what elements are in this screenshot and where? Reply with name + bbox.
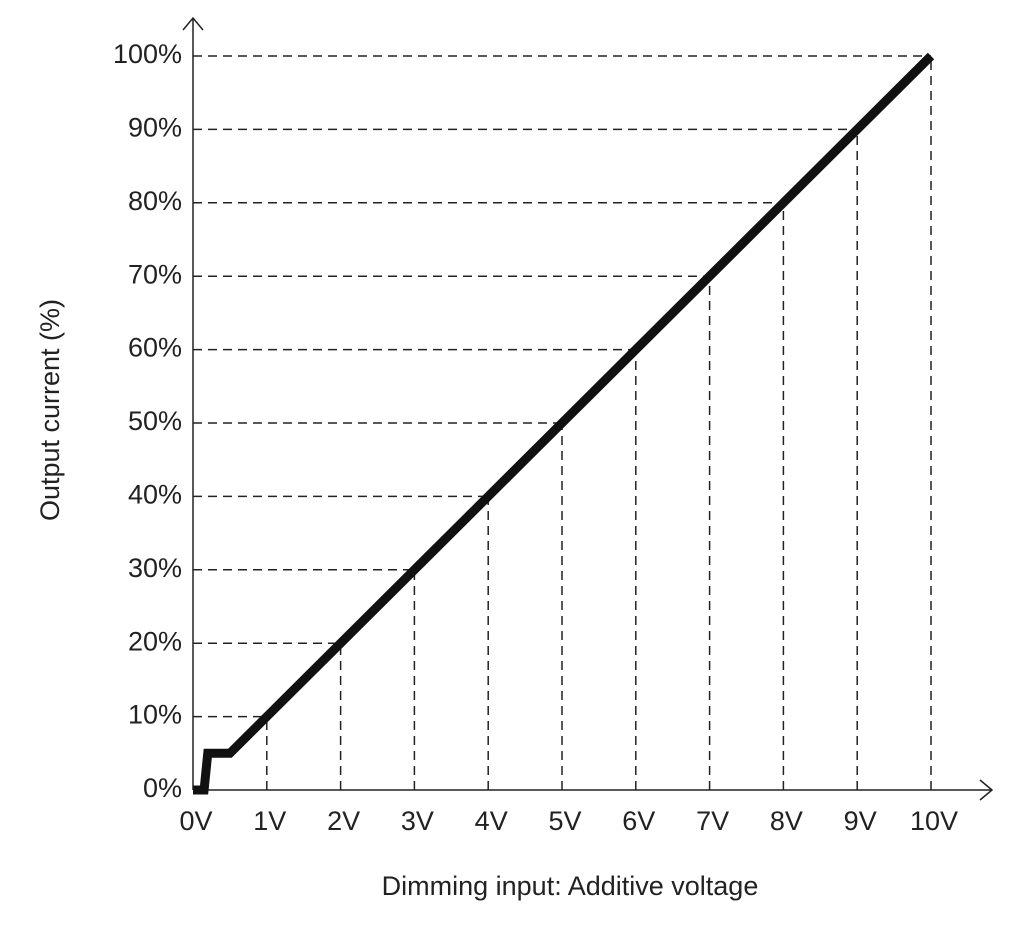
y-axis: [182, 16, 204, 790]
y-tick-label: 60%: [128, 333, 182, 363]
y-axis-title: Output current (%): [35, 299, 65, 521]
y-tick-label: 30%: [128, 553, 182, 583]
x-tick-label: 7V: [696, 806, 729, 836]
x-tick-label: 3V: [401, 806, 434, 836]
y-tick-label: 10%: [128, 700, 182, 730]
y-tick-label: 50%: [128, 406, 182, 436]
x-tick-label: 10V: [910, 806, 958, 836]
x-axis: [193, 779, 994, 801]
x-tick-label: 2V: [327, 806, 360, 836]
data-line: [193, 52, 935, 795]
y-tick-label: 70%: [128, 259, 182, 289]
y-tick-label: 100%: [113, 39, 182, 69]
y-tick-label: 20%: [128, 626, 182, 656]
x-tick-label: 1V: [253, 806, 286, 836]
x-tick-label: 8V: [770, 806, 803, 836]
y-tick-label: 80%: [128, 186, 182, 216]
x-tick-label: 6V: [622, 806, 655, 836]
y-tick-label: 40%: [128, 480, 182, 510]
x-tick-label: 5V: [548, 806, 581, 836]
x-tick-label: 4V: [475, 806, 508, 836]
x-tick-label: 0V: [179, 806, 212, 836]
y-tick-label: 90%: [128, 113, 182, 143]
y-tick-label: 0%: [143, 773, 182, 803]
x-axis-title: Dimming input: Additive voltage: [382, 871, 759, 901]
x-tick-label: 9V: [844, 806, 877, 836]
